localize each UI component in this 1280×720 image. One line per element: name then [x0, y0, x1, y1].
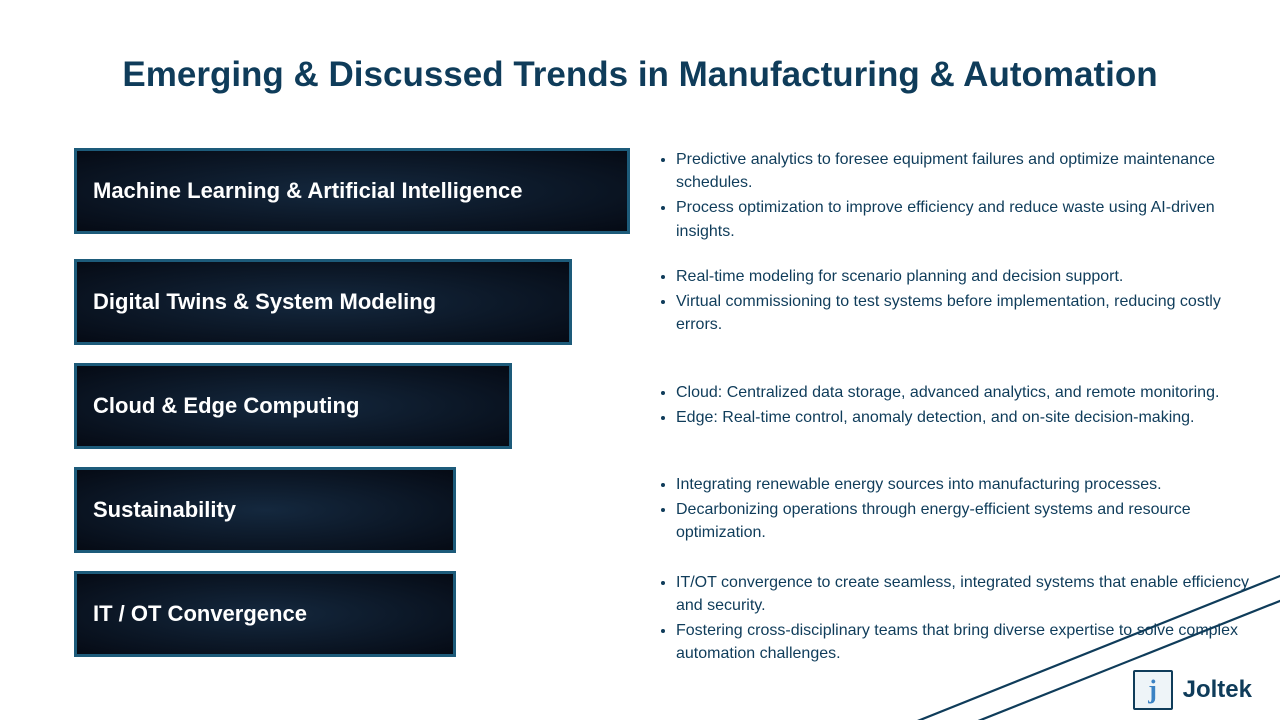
bullet-item: Decarbonizing operations through energy-… [676, 498, 1250, 544]
trend-row: Machine Learning & Artificial Intelligen… [74, 148, 1250, 245]
trend-card: Digital Twins & System Modeling [74, 259, 572, 345]
bullet-item: Integrating renewable energy sources int… [676, 473, 1250, 496]
trend-row: Sustainability Integrating renewable ener… [74, 467, 1250, 557]
trend-card-label: Digital Twins & System Modeling [93, 289, 436, 315]
trend-card: IT / OT Convergence [74, 571, 456, 657]
trend-row: Cloud & Edge Computing Cloud: Centralized… [74, 363, 1250, 453]
bullet-list: Cloud: Centralized data storage, advance… [654, 381, 1250, 431]
bullet-list: Real-time modeling for scenario planning… [654, 265, 1250, 339]
logo-text: Joltek [1183, 676, 1252, 704]
logo-icon: j [1133, 670, 1173, 710]
trend-bullets: Cloud: Centralized data storage, advance… [654, 363, 1250, 449]
trend-card: Machine Learning & Artificial Intelligen… [74, 148, 630, 234]
trend-card-label: IT / OT Convergence [93, 601, 307, 627]
logo: j Joltek [1133, 670, 1252, 710]
bullet-list: Predictive analytics to foresee equipmen… [654, 148, 1250, 245]
bullet-item: Process optimization to improve efficien… [676, 196, 1250, 242]
bullet-list: IT/OT convergence to create seamless, in… [654, 571, 1250, 668]
trend-card-label: Cloud & Edge Computing [93, 393, 359, 419]
trend-row: Digital Twins & System Modeling Real-time… [74, 259, 1250, 349]
trend-card: Sustainability [74, 467, 456, 553]
bullet-item: Predictive analytics to foresee equipmen… [676, 148, 1250, 194]
bullet-list: Integrating renewable energy sources int… [654, 473, 1250, 547]
bullet-item: Fostering cross-disciplinary teams that … [676, 619, 1250, 665]
slide-title: Emerging & Discussed Trends in Manufactu… [0, 55, 1280, 95]
trend-card-label: Sustainability [93, 497, 236, 523]
trend-bullets: Predictive analytics to foresee equipmen… [654, 148, 1250, 245]
trend-bullets: IT/OT convergence to create seamless, in… [654, 571, 1250, 668]
slide: Emerging & Discussed Trends in Manufactu… [0, 0, 1280, 720]
bullet-item: Virtual commissioning to test systems be… [676, 290, 1250, 336]
bullet-item: Real-time modeling for scenario planning… [676, 265, 1250, 288]
trend-bullets: Real-time modeling for scenario planning… [654, 259, 1250, 345]
trend-card: Cloud & Edge Computing [74, 363, 512, 449]
bullet-item: Cloud: Centralized data storage, advance… [676, 381, 1250, 404]
trend-card-label: Machine Learning & Artificial Intelligen… [93, 178, 523, 204]
trend-rows: Machine Learning & Artificial Intelligen… [74, 148, 1250, 682]
trend-bullets: Integrating renewable energy sources int… [654, 467, 1250, 553]
bullet-item: Edge: Real-time control, anomaly detecti… [676, 406, 1250, 429]
bullet-item: IT/OT convergence to create seamless, in… [676, 571, 1250, 617]
trend-row: IT / OT Convergence IT/OT convergence to … [74, 571, 1250, 668]
